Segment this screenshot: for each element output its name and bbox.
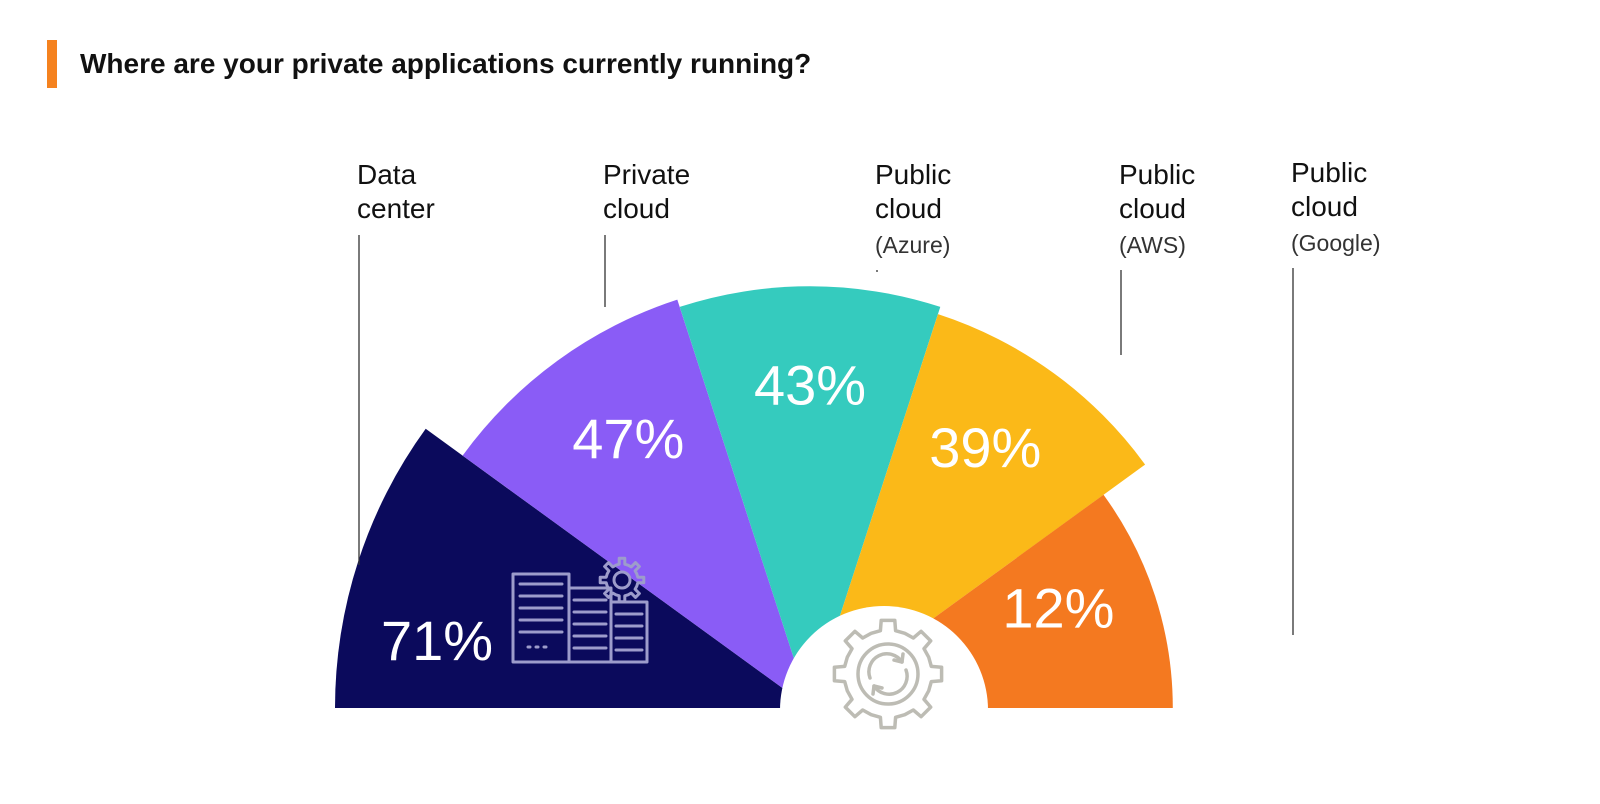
category-label-private-cloud: Private cloud (603, 159, 690, 224)
value-label-data-center: 71% (381, 609, 493, 672)
category-label-azure: Public cloud (875, 159, 951, 224)
category-label-google: Public cloud (1291, 157, 1367, 222)
value-label-private-cloud: 47% (572, 407, 684, 470)
slice-private-cloud (462, 299, 810, 708)
slice-azure (679, 286, 941, 708)
category-labels-layer: Data center Private cloud Public cloud (Azure)… (357, 157, 1380, 258)
category-label-data-center: Data center (357, 159, 435, 224)
chart-title: Where are your private applications curr… (80, 48, 811, 79)
value-label-aws: 39% (929, 416, 1041, 479)
category-sublabel-azure: (Azure) (875, 232, 950, 258)
gear-sync-icon (832, 618, 944, 730)
value-label-google: 12% (1002, 576, 1114, 639)
category-sublabel-aws: (AWS) (1119, 232, 1186, 258)
title-accent-bar (47, 40, 57, 88)
value-label-azure: 43% (754, 353, 866, 416)
server-rack-gear-icon (511, 556, 649, 664)
category-sublabel-google: (Google) (1291, 230, 1380, 256)
leader-lines-layer (358, 235, 1294, 635)
category-label-aws: Public cloud (1119, 159, 1195, 224)
value-labels-layer: 71% 47% 43% 39% 12% (381, 353, 1114, 672)
slice-data-center (335, 428, 810, 708)
